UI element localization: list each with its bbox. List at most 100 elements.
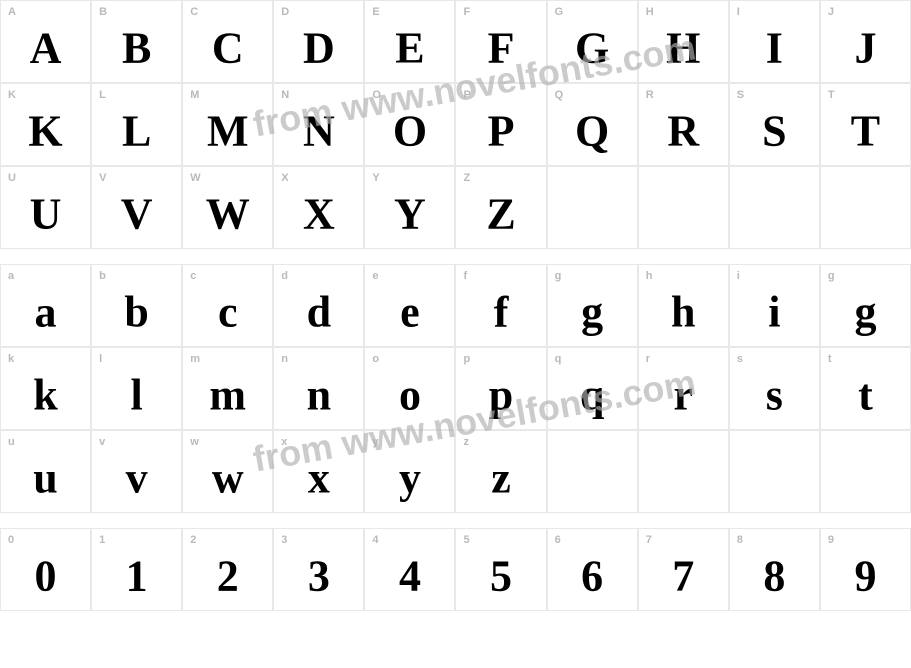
glyph-cell-label: L <box>99 89 106 101</box>
glyph-cell: XX <box>273 166 364 249</box>
glyph-cell-glyph: q <box>580 369 604 420</box>
glyph-cell: NN <box>273 83 364 166</box>
glyph-cell: aa <box>0 264 91 347</box>
glyph-cell-glyph: I <box>766 22 783 73</box>
glyph-cell-label: U <box>8 172 16 184</box>
glyph-cell-label: I <box>737 6 740 18</box>
glyph-cell-glyph: V <box>121 188 153 239</box>
glyph-cell: ff <box>455 264 546 347</box>
glyph-cell: RR <box>638 83 729 166</box>
glyph-cell-label: z <box>463 436 469 448</box>
glyph-cell-label: e <box>372 270 378 282</box>
glyph-cell-label: 9 <box>828 534 834 546</box>
glyph-cell-label: B <box>99 6 107 18</box>
glyph-cell-glyph: Y <box>394 188 426 239</box>
glyph-cell <box>547 430 638 513</box>
glyph-cell-glyph: 6 <box>581 550 603 601</box>
glyph-cell: HH <box>638 0 729 83</box>
glyph-cell-glyph: S <box>762 105 786 156</box>
glyph-cell-label: R <box>646 89 654 101</box>
glyph-cell-label: F <box>463 6 470 18</box>
glyph-cell: tt <box>820 347 911 430</box>
glyph-cell-label: b <box>99 270 106 282</box>
glyph-cell-glyph: b <box>124 286 148 337</box>
glyph-cell-label: m <box>190 353 200 365</box>
glyph-cell-label: 2 <box>190 534 196 546</box>
glyph-cell: 66 <box>547 528 638 611</box>
glyph-cell-label: X <box>281 172 288 184</box>
glyph-cell-glyph: J <box>854 22 876 73</box>
glyph-cell-glyph: Q <box>575 105 609 156</box>
glyph-cell: LL <box>91 83 182 166</box>
glyph-cell-label: H <box>646 6 654 18</box>
glyph-cell-label: 7 <box>646 534 652 546</box>
glyph-cell-glyph: L <box>122 105 151 156</box>
glyph-cell-label: g <box>828 270 835 282</box>
glyph-cell-glyph: 8 <box>763 550 785 601</box>
glyph-cell <box>820 430 911 513</box>
glyph-cell: pp <box>455 347 546 430</box>
glyph-cell: WW <box>182 166 273 249</box>
glyph-cell-glyph: D <box>303 22 335 73</box>
glyph-cell-label: Y <box>372 172 379 184</box>
glyph-cell: ww <box>182 430 273 513</box>
glyph-cell-label: W <box>190 172 200 184</box>
glyph-cell-label: J <box>828 6 834 18</box>
glyph-cell-glyph: c <box>218 286 238 337</box>
glyph-cell-glyph: T <box>851 105 880 156</box>
glyph-cell-label: T <box>828 89 835 101</box>
glyph-cell-label: 8 <box>737 534 743 546</box>
glyph-cell: hh <box>638 264 729 347</box>
glyph-cell-glyph: a <box>35 286 57 337</box>
glyph-cell-label: s <box>737 353 743 365</box>
glyph-cell-label: n <box>281 353 288 365</box>
glyph-cell-label: 6 <box>555 534 561 546</box>
glyph-cell: 99 <box>820 528 911 611</box>
glyph-cell-glyph: B <box>122 22 151 73</box>
glyph-cell: mm <box>182 347 273 430</box>
glyph-cell-label: A <box>8 6 16 18</box>
glyph-cell: 77 <box>638 528 729 611</box>
glyph-cell-glyph: G <box>575 22 609 73</box>
glyph-cell-label: Q <box>555 89 564 101</box>
glyph-cell: bb <box>91 264 182 347</box>
glyph-cell-label: l <box>99 353 102 365</box>
glyph-cell-label: f <box>463 270 467 282</box>
glyph-cell <box>638 430 729 513</box>
glyph-cell-glyph: F <box>488 22 515 73</box>
glyph-cell: ee <box>364 264 455 347</box>
glyph-cell: rr <box>638 347 729 430</box>
glyph-cell-label: y <box>372 436 378 448</box>
glyph-cell <box>547 166 638 249</box>
glyph-cell-label: P <box>463 89 470 101</box>
glyph-cell: ss <box>729 347 820 430</box>
glyph-cell: QQ <box>547 83 638 166</box>
glyph-cell: vv <box>91 430 182 513</box>
glyph-cell-glyph: U <box>30 188 62 239</box>
section-lowercase: aabbccddeeffgghhiiggkkllmmnnooppqqrrsstt… <box>0 264 911 513</box>
glyph-cell-glyph: h <box>671 286 695 337</box>
glyph-cell-label: 1 <box>99 534 105 546</box>
glyph-cell-glyph: N <box>303 105 335 156</box>
glyph-cell-glyph: 5 <box>490 550 512 601</box>
glyph-cell-label: t <box>828 353 832 365</box>
glyph-cell-label: u <box>8 436 15 448</box>
glyph-cell-glyph: p <box>489 369 513 420</box>
glyph-cell-label: 3 <box>281 534 287 546</box>
font-character-map: AABBCCDDEEFFGGHHIIJJKKLLMMNNOOPPQQRRSSTT… <box>0 0 911 611</box>
glyph-cell-glyph: A <box>30 22 62 73</box>
glyph-cell: xx <box>273 430 364 513</box>
glyph-cell: BB <box>91 0 182 83</box>
glyph-cell-label: D <box>281 6 289 18</box>
glyph-cell-glyph: v <box>126 452 148 503</box>
glyph-cell-glyph: R <box>667 105 699 156</box>
glyph-cell: ZZ <box>455 166 546 249</box>
glyph-cell-label: 0 <box>8 534 14 546</box>
glyph-cell-glyph: k <box>33 369 57 420</box>
glyph-cell-glyph: l <box>131 369 143 420</box>
glyph-cell: ii <box>729 264 820 347</box>
glyph-cell: TT <box>820 83 911 166</box>
glyph-cell: YY <box>364 166 455 249</box>
glyph-cell <box>729 166 820 249</box>
glyph-cell-glyph: 0 <box>35 550 57 601</box>
